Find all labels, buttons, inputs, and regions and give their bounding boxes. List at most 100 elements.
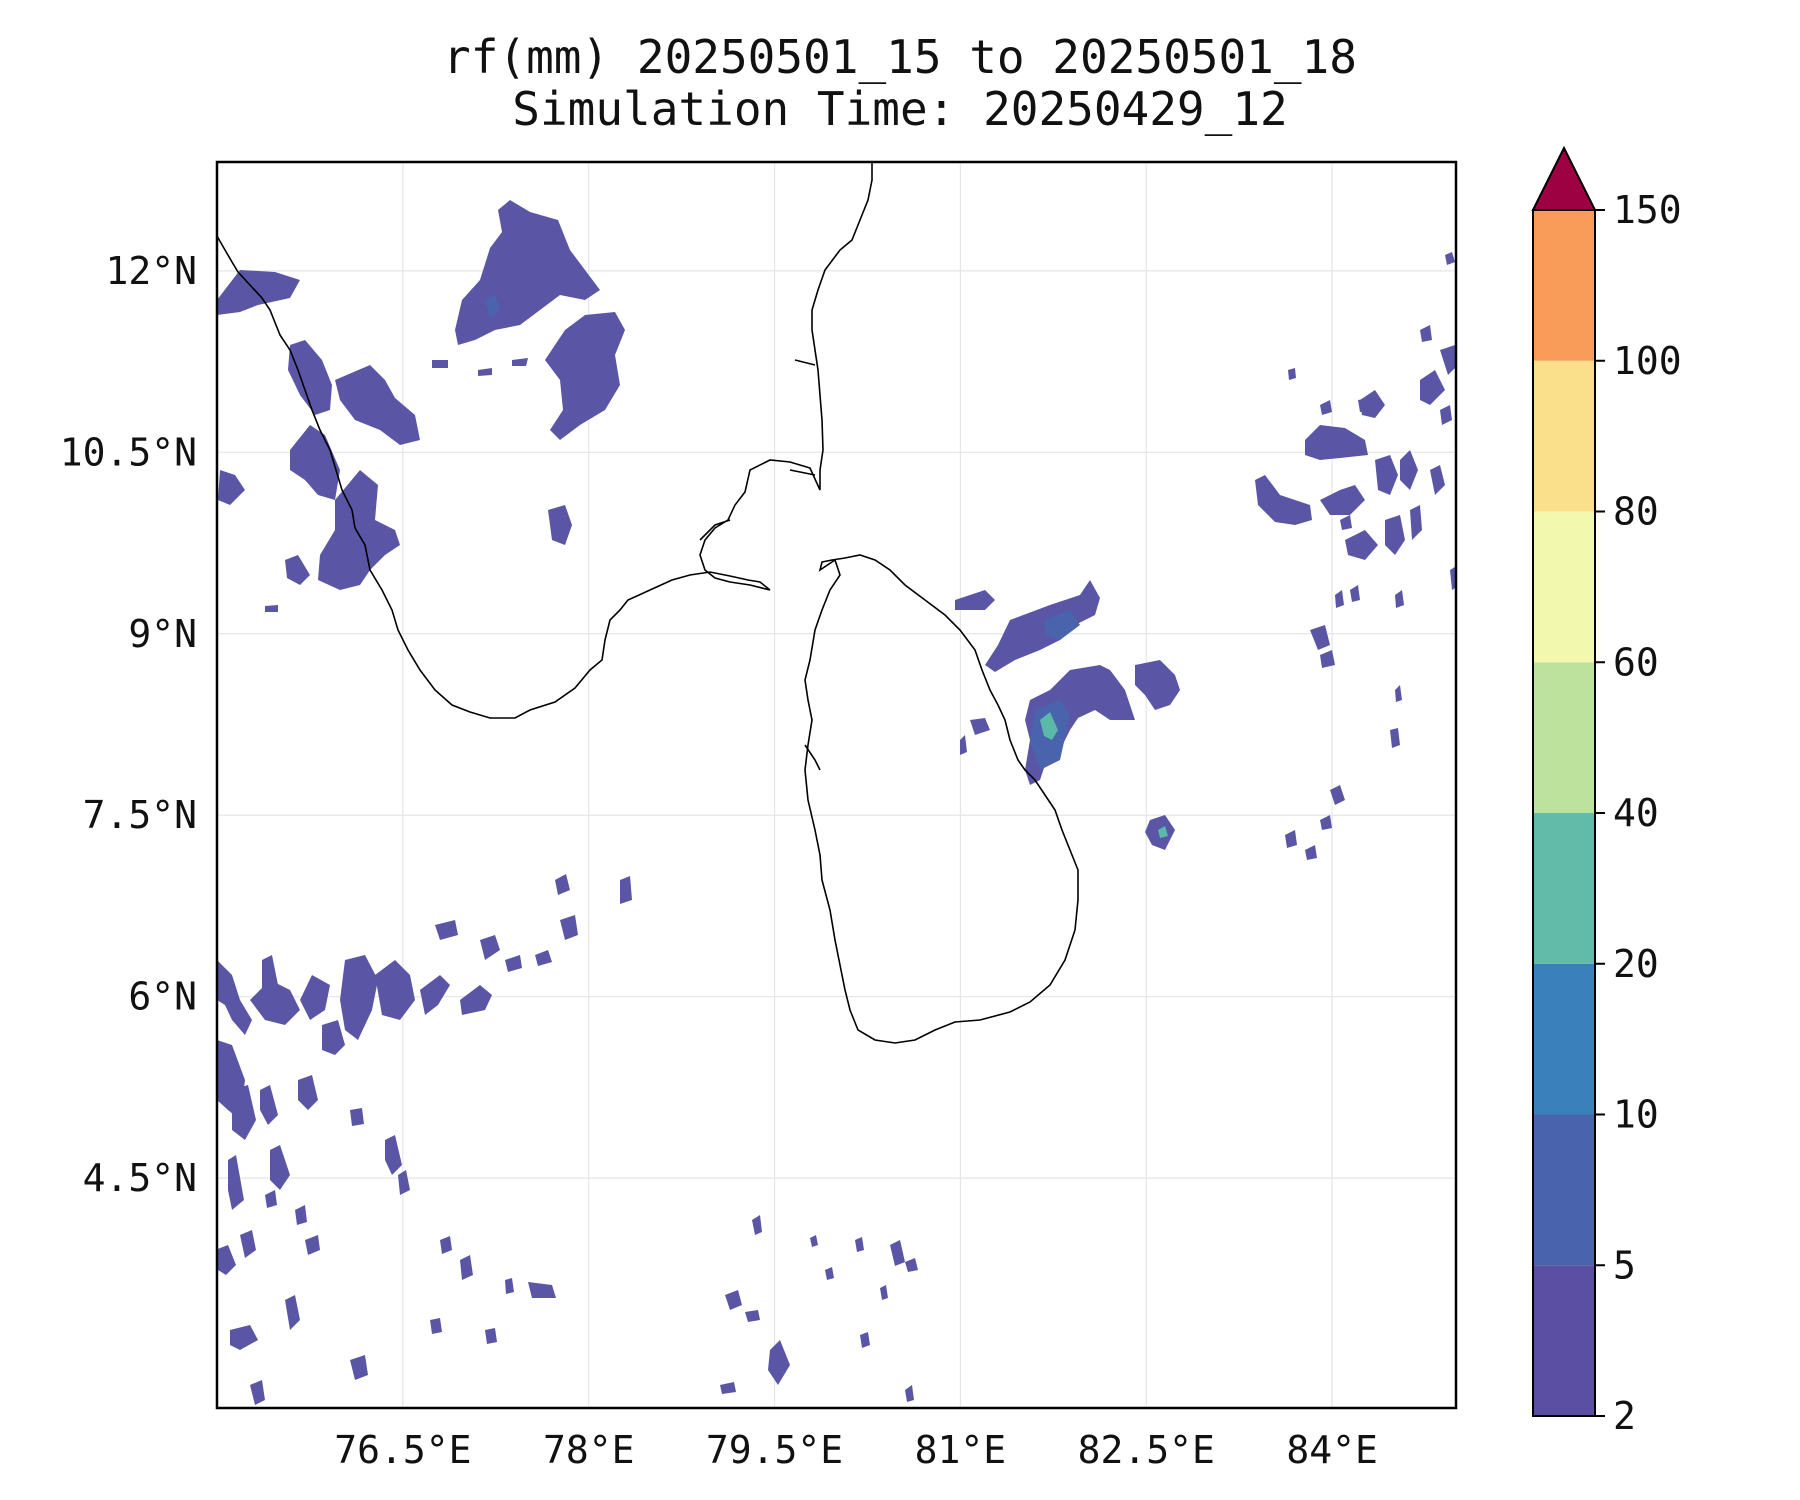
rain-patch [505, 955, 522, 972]
rain-patch [375, 960, 415, 1020]
rain-patch [240, 1230, 256, 1258]
rain-patch-5mm [1045, 610, 1080, 640]
rain-patch [620, 876, 632, 904]
rain-patch [1310, 625, 1330, 650]
colorbar-tick-label: 150 [1613, 188, 1682, 232]
rain-patch [1335, 590, 1344, 608]
rain-patch [290, 425, 340, 500]
rain-patch [860, 1332, 870, 1348]
colorbar-segment [1533, 813, 1595, 964]
rain-patch [752, 1215, 762, 1235]
y-tick-label: 6°N [128, 975, 197, 1019]
rain-patch [1390, 728, 1400, 748]
rain-patch [1395, 685, 1402, 702]
rain-patch [905, 1258, 918, 1272]
rain-patch [1350, 585, 1360, 602]
rain-patch [385, 1135, 402, 1175]
rain-patch-20mm [1040, 712, 1058, 740]
rain-patch [970, 718, 990, 735]
rain-patch [905, 1385, 914, 1402]
rain-patch [260, 1085, 278, 1125]
gridlines [217, 162, 1456, 1408]
rain-patch [545, 312, 625, 440]
rain-patch [1420, 370, 1445, 405]
rain-patch [548, 505, 572, 545]
rain-patch [340, 955, 378, 1040]
rain-patch [305, 1235, 320, 1255]
rain-patch [265, 1190, 277, 1208]
title-line-1: rf(mm) 20250501_15 to 20250501_18 [443, 30, 1357, 84]
colorbar-segment [1533, 360, 1595, 512]
y-tick-label: 4.5°N [83, 1156, 197, 1200]
colorbar-tick-label: 20 [1613, 942, 1659, 986]
y-tick-label: 12°N [105, 249, 197, 293]
rain-patch [1358, 398, 1372, 412]
rain-patch [1320, 815, 1332, 830]
rain-patch [485, 1328, 497, 1344]
coastline-detail [699, 519, 731, 541]
rain-patch [725, 1290, 742, 1310]
coastline-india-west [217, 235, 771, 719]
coastline-india-east [699, 162, 873, 591]
rain-patch [1395, 590, 1404, 608]
colorbar-segment [1533, 511, 1595, 663]
rain-patch [528, 1282, 556, 1298]
colorbar-tick-label: 10 [1613, 1093, 1659, 1137]
rain-patch [250, 1380, 265, 1405]
y-tick-label: 9°N [128, 612, 197, 656]
colorbar-segment [1533, 1265, 1595, 1416]
rain-patch [1255, 475, 1312, 525]
coastline-detail [804, 744, 821, 771]
title-line-2: Simulation Time: 20250429_12 [512, 82, 1288, 136]
rain-patch [745, 1310, 760, 1322]
x-tick-label: 82.5°E [1078, 1428, 1215, 1472]
rain-patch [398, 1170, 410, 1195]
rain-patch [512, 358, 528, 366]
colorbar-tick-label: 40 [1613, 791, 1659, 835]
rain-patch [960, 735, 967, 755]
rain-patch [1460, 375, 1472, 400]
colorbar-tick-label: 100 [1613, 339, 1682, 383]
rain-patch [880, 1285, 888, 1300]
rain-patch [720, 1382, 736, 1394]
rain-patch [265, 605, 278, 612]
rain-patch [435, 920, 458, 940]
rain-patch [318, 470, 400, 590]
colorbar-segment [1533, 1114, 1595, 1266]
rain-patch [1305, 845, 1317, 860]
rain-patch [270, 1145, 290, 1190]
colorbar-extend-max [1531, 145, 1597, 211]
map-frame [215, 160, 1458, 1410]
rain-patch [217, 1245, 236, 1275]
rain-patch [232, 1085, 256, 1140]
rain-patch [1430, 465, 1445, 495]
rain-patch [335, 365, 420, 445]
rain-patch [322, 1020, 345, 1055]
rain-patch [1288, 368, 1296, 380]
rain-patch [1400, 450, 1418, 490]
rain-patch [295, 1205, 307, 1225]
rain-patch [298, 1075, 318, 1110]
rain-patch-5mm [485, 295, 500, 318]
coastline-sri-lanka [804, 554, 1079, 1044]
rain-patch [440, 1236, 452, 1254]
rain-patch [288, 340, 332, 415]
rain-patch [230, 1325, 258, 1350]
x-tick-label: 81°E [915, 1428, 1007, 1472]
rain-patch [955, 590, 995, 610]
rain-patch [1320, 485, 1365, 515]
rain-patch [1340, 515, 1352, 530]
rain-patch [810, 1235, 818, 1247]
x-tick-label: 84°E [1286, 1428, 1378, 1472]
rain-patch [432, 360, 448, 368]
rain-patch [1345, 530, 1378, 560]
rain-patch [1445, 252, 1455, 265]
rain-patch [555, 874, 570, 895]
map-area [217, 162, 1472, 1405]
rain-patch [1360, 390, 1385, 418]
rain-patch [1135, 660, 1180, 710]
colorbar: 2 5 10 20 40 60 80 100 150 [1531, 145, 1682, 1438]
coastline-detail [794, 359, 816, 366]
rain-patch [1330, 785, 1345, 805]
